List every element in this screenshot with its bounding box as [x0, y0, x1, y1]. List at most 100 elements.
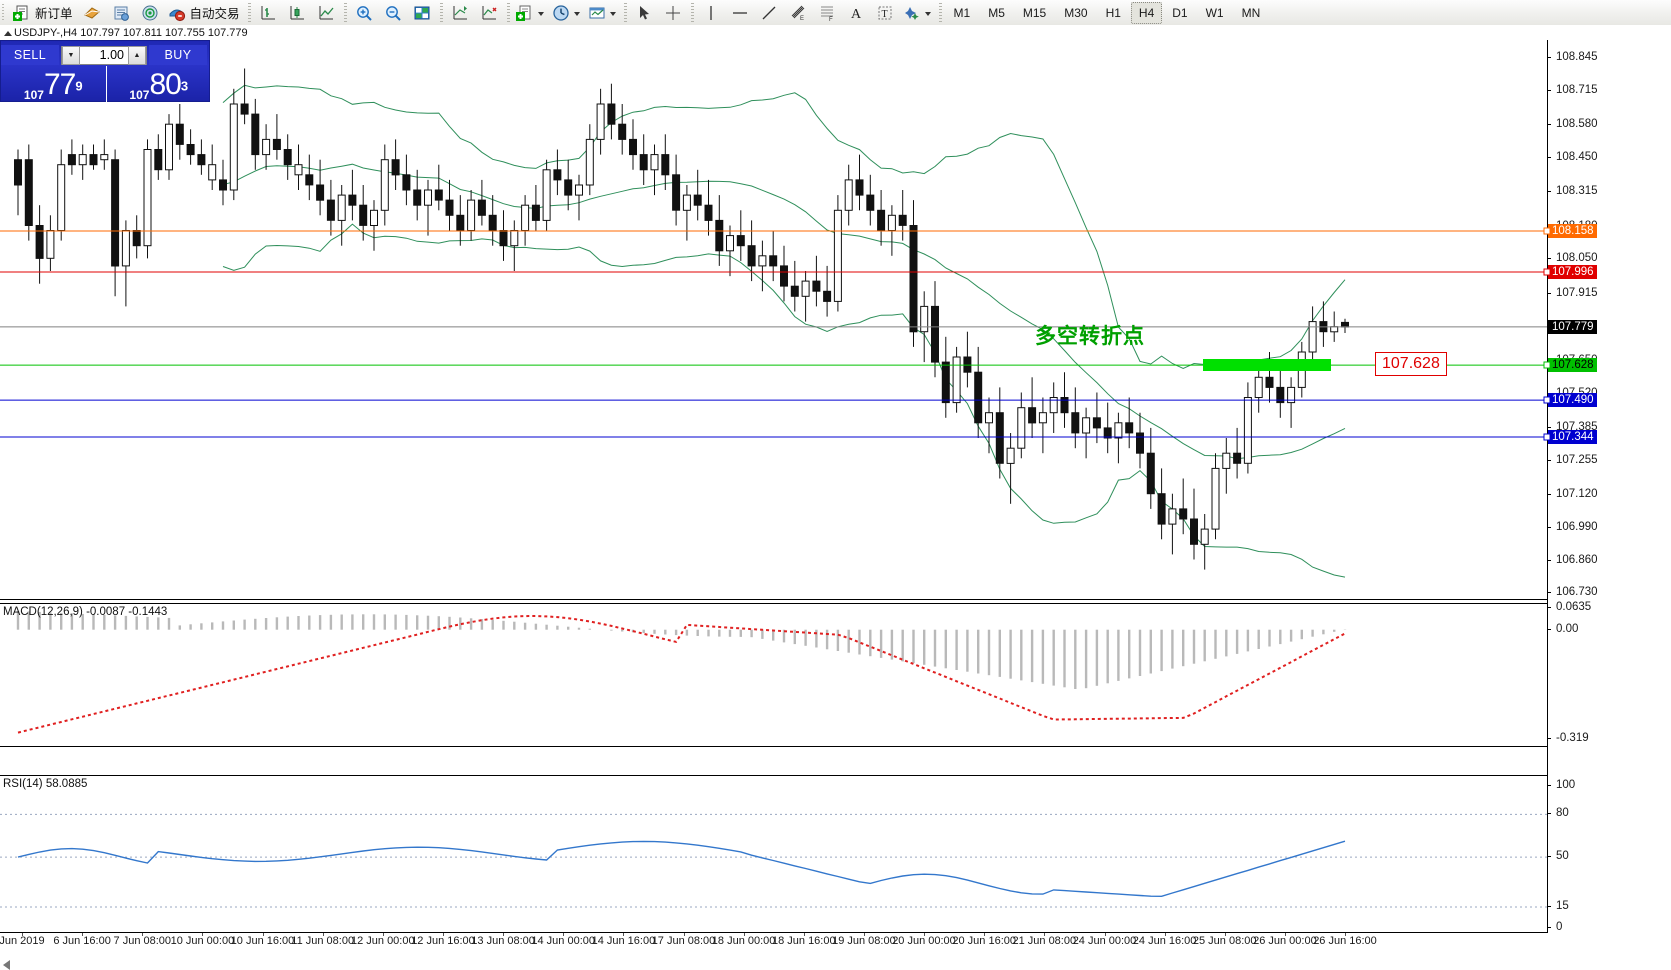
- horizontal-line-button[interactable]: [726, 0, 755, 25]
- fibonacci-button[interactable]: F: [813, 0, 842, 25]
- line-chart-icon: [317, 4, 335, 22]
- volume-increment-button[interactable]: ▲: [128, 45, 146, 65]
- buy-button[interactable]: BUY: [149, 45, 207, 65]
- new-order-button[interactable]: 新订单: [10, 0, 78, 25]
- time-tick-label: 20 Jun 00:00: [892, 935, 956, 947]
- timeframe-m15[interactable]: M15: [1022, 5, 1047, 20]
- toolbar-separator-5: [623, 3, 627, 22]
- text-button[interactable]: A: [842, 0, 871, 25]
- timeframe-h1[interactable]: H1: [1105, 5, 1121, 20]
- signals-button[interactable]: [136, 0, 165, 25]
- timeframe-group: M1 M5 M15 M30 H1 H4 D1 W1 MN: [945, 1, 1270, 24]
- price-tag-handle[interactable]: [1543, 433, 1551, 441]
- axis-tick-label: 107.915: [1556, 286, 1598, 299]
- bar-chart-button[interactable]: [254, 0, 283, 25]
- time-tick-label: 12 Jun 00:00: [350, 935, 415, 947]
- period-button[interactable]: [549, 0, 585, 25]
- time-tickmark: [743, 933, 745, 936]
- time-tick-label: 14 Jun 00:00: [531, 935, 595, 947]
- indicators-button[interactable]: [585, 0, 621, 25]
- timeframe-w1[interactable]: W1: [1205, 5, 1224, 20]
- chart-window: USDJPY-,H4 107.797 107.811 107.755 107.7…: [0, 25, 1671, 970]
- toolbar-grip[interactable]: [1, 2, 8, 23]
- autotrading-label: 自动交易: [189, 7, 240, 21]
- volume-input[interactable]: ▼ 1.00 ▲: [61, 45, 147, 65]
- rsi-tickmark: [1547, 927, 1551, 929]
- time-tickmark: [22, 933, 23, 936]
- timeframe-h4[interactable]: H4: [1130, 1, 1163, 24]
- price-tag-handle[interactable]: [1543, 396, 1551, 404]
- equidistant-channel-button[interactable]: E: [784, 0, 813, 25]
- chart-shift-button[interactable]: [446, 0, 475, 25]
- timeframe-m1[interactable]: M1: [953, 5, 971, 20]
- chart-expand-icon[interactable]: [4, 31, 12, 36]
- axis-tickmark: [1547, 459, 1551, 461]
- indicators-caret-icon[interactable]: [609, 11, 616, 16]
- cursor-button[interactable]: [630, 0, 659, 25]
- autotrading-button[interactable]: 自动交易: [165, 0, 245, 25]
- price-axis[interactable]: 108.845 108.715 108.580 108.450 108.315 108.1…: [1543, 40, 1671, 933]
- vertical-line-button[interactable]: [697, 0, 726, 25]
- line-chart-button[interactable]: [312, 0, 341, 25]
- trendline-button[interactable]: [755, 0, 784, 25]
- rsi-pane[interactable]: RSI(14) 58.0885: [0, 775, 1547, 933]
- candlestick-chart-button[interactable]: [283, 0, 312, 25]
- zoom-in-button[interactable]: [350, 0, 379, 25]
- scroll-left-icon[interactable]: [3, 960, 10, 970]
- price-tag-handle[interactable]: [1543, 268, 1551, 276]
- text-label-button[interactable]: T: [871, 0, 900, 25]
- price-tag-support-upper[interactable]: 107.490: [1548, 393, 1597, 408]
- price-tag-current-price[interactable]: 107.779: [1548, 319, 1597, 334]
- shapes-button[interactable]: [900, 0, 936, 25]
- time-tick-label: 13 Jun 08:00: [471, 935, 535, 947]
- time-axis[interactable]: Jun 2019 6 Jun 16:00 7 Jun 08:00 10 Jun 00:…: [0, 933, 1547, 951]
- timeframe-m5[interactable]: M5: [988, 5, 1005, 20]
- time-tickmark: [262, 933, 264, 936]
- timeframe-m30[interactable]: M30: [1064, 5, 1088, 20]
- crosshair-button[interactable]: [659, 0, 688, 25]
- templates-button[interactable]: [513, 0, 549, 25]
- news-button[interactable]: [107, 0, 136, 25]
- price-tag-handle[interactable]: [1543, 361, 1551, 369]
- period-caret-icon[interactable]: [573, 11, 580, 16]
- zoom-out-button[interactable]: [379, 0, 408, 25]
- symbol-ohlc-line: USDJPY-,H4 107.797 107.811 107.755 107.7…: [14, 27, 248, 39]
- price-pane[interactable]: 多空转折点 107.628: [0, 40, 1547, 600]
- time-tickmark: [563, 933, 565, 936]
- timeframe-d1[interactable]: D1: [1172, 5, 1188, 20]
- macd-pane[interactable]: MACD(12,26,9) -0.0087 -0.1443: [0, 603, 1547, 747]
- sell-price-area[interactable]: 107779: [1, 66, 107, 103]
- price-tag-support-lower[interactable]: 107.344: [1548, 430, 1597, 444]
- rsi-label: RSI(14) 58.0885: [3, 778, 88, 790]
- shapes-caret-icon[interactable]: [924, 11, 931, 16]
- buy-price: 107803: [107, 68, 212, 102]
- price-tag-resistance[interactable]: 107.996: [1548, 265, 1597, 279]
- buy-price-int: 107: [129, 88, 150, 102]
- axis-tickmark: [1547, 493, 1551, 495]
- price-tag-resistance-upper[interactable]: 108.158: [1548, 224, 1597, 238]
- axis-tick-label: 107.255: [1556, 453, 1598, 466]
- timeframe-mn[interactable]: MN: [1241, 5, 1261, 20]
- price-tag-handle[interactable]: [1543, 227, 1551, 235]
- time-tickmark: [1284, 933, 1286, 936]
- time-tickmark: [82, 933, 84, 936]
- price-callout-label[interactable]: 107.628: [1375, 352, 1447, 377]
- time-tick-label: 20 Jun 16:00: [952, 935, 1016, 947]
- axis-tickmark: [1547, 258, 1551, 260]
- price-plot: [0, 40, 1547, 599]
- time-tickmark: [1164, 933, 1166, 936]
- data-window-button[interactable]: [408, 0, 437, 25]
- svg-text:F: F: [829, 17, 833, 22]
- auto-scroll-icon: [480, 4, 498, 22]
- axis-tickmark: [1547, 392, 1551, 394]
- templates-caret-icon[interactable]: [537, 11, 544, 16]
- time-tick-label: 7 Jun 08:00: [113, 935, 172, 947]
- buy-price-area[interactable]: 107803: [107, 66, 212, 103]
- expert-advisors-button[interactable]: [78, 0, 107, 25]
- auto-scroll-button[interactable]: [475, 0, 504, 25]
- time-tick-label: 19 Jun 08:00: [832, 935, 896, 947]
- sell-button[interactable]: SELL: [1, 45, 59, 65]
- axis-tickmark: [1547, 426, 1551, 428]
- volume-decrement-button[interactable]: ▼: [62, 45, 80, 65]
- price-tag-turning-point[interactable]: 107.628: [1548, 358, 1597, 373]
